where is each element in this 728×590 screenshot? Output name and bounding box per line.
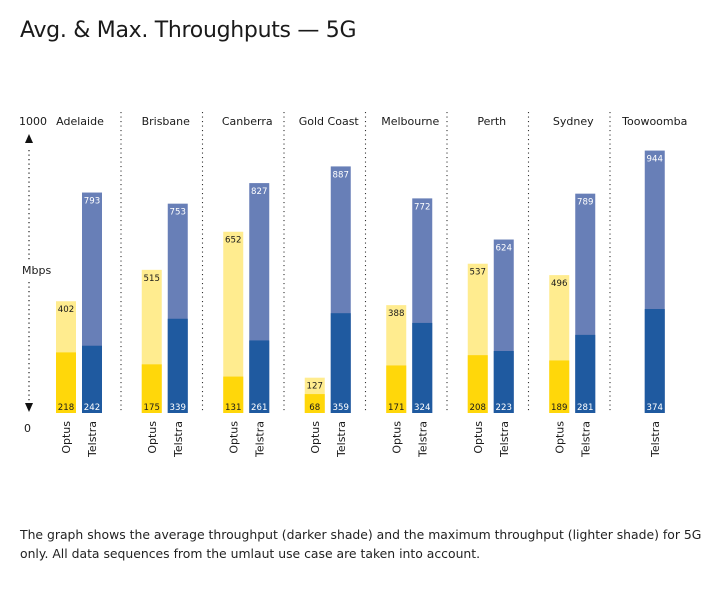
telstra-avg-value: 261: [251, 403, 267, 413]
optus-avg-bar: [467, 355, 488, 413]
telstra-avg-bar: [82, 345, 102, 413]
optus-avg-bar: [141, 364, 162, 413]
telstra-operator-label: Telstra: [498, 421, 511, 458]
arrow-down-icon: [25, 403, 33, 412]
telstra-avg-value: 281: [577, 403, 593, 413]
optus-max-value: 496: [551, 279, 567, 289]
arrow-up-icon: [25, 134, 33, 143]
optus-operator-label: Optus: [60, 421, 73, 454]
optus-avg-bar: [223, 376, 244, 413]
city-group-sydney: Sydney 496 189 Optus 789 281 Telstra: [549, 112, 611, 458]
optus-avg-bar: [56, 352, 76, 413]
telstra-operator-label: Telstra: [649, 421, 662, 458]
city-group-toowoomba: Toowoomba 944 374 Telstra: [621, 115, 687, 458]
telstra-avg-bar: [493, 351, 514, 413]
city-group-melbourne: Melbourne 388 171 Optus 772 324 Telstra: [381, 112, 448, 458]
optus-operator-label: Optus: [472, 421, 485, 454]
telstra-avg-value: 242: [84, 403, 100, 413]
telstra-operator-label: Telstra: [253, 421, 266, 458]
telstra-operator-label: Telstra: [172, 421, 185, 458]
telstra-avg-value: 374: [647, 403, 663, 413]
telstra-operator-label: Telstra: [335, 421, 348, 458]
optus-max-value: 388: [388, 309, 404, 319]
city-label: Brisbane: [142, 115, 191, 128]
chart-caption: The graph shows the average throughput (…: [20, 527, 702, 561]
optus-operator-label: Optus: [146, 421, 159, 454]
telstra-max-value: 793: [84, 197, 100, 207]
optus-max-value: 127: [307, 382, 323, 392]
city-label: Melbourne: [381, 115, 439, 128]
optus-max-value: 515: [144, 274, 160, 284]
telstra-max-value: 789: [577, 198, 593, 208]
telstra-max-value: 887: [333, 170, 349, 180]
telstra-max-value: 753: [170, 208, 186, 218]
city-label: Perth: [477, 115, 506, 128]
telstra-avg-bar: [167, 318, 188, 413]
city-group-gold-coast: Gold Coast 127 68 Optus 887 359 Telstra: [299, 112, 367, 458]
city-groups: Adelaide402218Optus793242TelstraBrisbane…: [56, 112, 687, 458]
telstra-avg-bar: [644, 309, 665, 413]
optus-avg-bar: [386, 365, 407, 413]
telstra-max-value: 827: [251, 187, 267, 197]
optus-avg-bar: [304, 394, 325, 413]
optus-avg-value: 208: [470, 403, 486, 413]
y-axis: 1000 Mbps 0: [19, 115, 51, 435]
telstra-avg-value: 339: [170, 403, 186, 413]
city-group-perth: Perth 537 208 Optus 624 223 Telstra: [467, 112, 530, 458]
telstra-avg-bar: [575, 334, 596, 413]
optus-avg-value: 131: [225, 403, 241, 413]
telstra-avg-value: 324: [414, 403, 430, 413]
telstra-operator-label: Telstra: [579, 421, 592, 458]
optus-max-value: 402: [58, 305, 74, 315]
optus-max-value: 537: [470, 268, 486, 278]
optus-avg-value: 171: [388, 403, 404, 413]
city-label: Toowoomba: [621, 115, 687, 128]
telstra-avg-bar: [412, 322, 433, 413]
throughput-chart: 1000 Mbps 0 Adelaide 402 218 Optus 793 242 Tel…: [19, 112, 687, 458]
optus-avg-value: 218: [58, 403, 74, 413]
optus-avg-value: 189: [551, 403, 567, 413]
chart-title: Avg. & Max. Throughputs — 5G: [20, 18, 357, 43]
telstra-max-value: 624: [496, 244, 512, 254]
telstra-avg-value: 359: [333, 403, 349, 413]
optus-operator-label: Optus: [390, 421, 403, 454]
optus-operator-label: Optus: [227, 421, 240, 454]
telstra-operator-label: Telstra: [416, 421, 429, 458]
y-axis-label: Mbps: [22, 264, 51, 277]
telstra-avg-bar: [330, 313, 351, 413]
telstra-avg-value: 223: [496, 403, 512, 413]
optus-operator-label: Optus: [553, 421, 566, 454]
city-label: Canberra: [222, 115, 273, 128]
optus-avg-bar: [549, 360, 570, 413]
y-tick-zero: 0: [24, 422, 31, 435]
telstra-avg-bar: [249, 340, 270, 413]
city-group-canberra: Canberra 652 131 Optus 827 261 Telstra: [222, 112, 285, 458]
city-group-adelaide: Adelaide 402 218 Optus 793 242 Telstra: [56, 112, 122, 458]
city-label: Adelaide: [56, 115, 104, 128]
city-label: Sydney: [553, 115, 594, 128]
y-tick-max: 1000: [19, 115, 47, 128]
telstra-max-value: 944: [647, 155, 663, 165]
telstra-operator-label: Telstra: [86, 421, 99, 458]
city-label: Gold Coast: [299, 115, 360, 128]
optus-operator-label: Optus: [309, 421, 322, 454]
optus-avg-value: 68: [309, 403, 320, 413]
optus-avg-value: 175: [144, 403, 160, 413]
city-group-brisbane: Brisbane 515 175 Optus 753 339 Telstra: [141, 112, 204, 458]
telstra-max-value: 772: [414, 202, 430, 212]
optus-max-value: 652: [225, 236, 241, 246]
optus-max-bar: [223, 231, 244, 413]
